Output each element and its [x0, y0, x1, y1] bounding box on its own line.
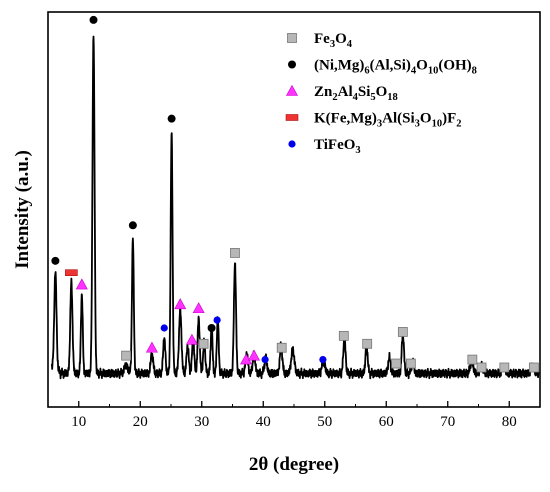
legend-entry-label: K(Fe,Mg)3Al(Si3O10)F2 [314, 111, 462, 130]
phase-marker-triangle [185, 333, 198, 345]
legend-marker-rect [285, 114, 299, 121]
legend-marker-square [287, 33, 297, 43]
legend-entry-label: Fe3O4 [314, 31, 353, 50]
phase-marker-square [198, 338, 209, 349]
phase-marker-square [499, 362, 510, 373]
phase-marker-circle [51, 256, 60, 265]
phase-marker-triangle [75, 278, 88, 290]
x-tick-label: 70 [440, 414, 455, 430]
phase-marker-circle [128, 221, 137, 230]
phase-marker-square [528, 362, 539, 373]
phase-marker-square [362, 338, 373, 349]
x-tick-label: 10 [71, 414, 86, 430]
phase-marker-circle [167, 114, 176, 123]
phase-marker-blue [213, 316, 221, 324]
x-tick-label: 80 [502, 414, 517, 430]
legend-entry-label: (Ni,Mg)6(Al,Si)4O10(OH)8 [314, 58, 477, 77]
legend: Fe3O4 (Ni,Mg)6(Al,Si)4O10(OH)8 Zn2Al4Si5O1… [285, 31, 477, 156]
phase-marker-square [397, 327, 408, 337]
phase-marker-square [338, 330, 349, 341]
phase-marker-circle [207, 324, 216, 332]
phase-marker-circle [89, 15, 98, 24]
x-tick-label: 50 [317, 414, 332, 430]
phase-marker-rect [65, 269, 78, 277]
legend-marker-circle [288, 60, 296, 69]
legend-marker-triangle [285, 84, 299, 96]
phase-marker-square [276, 342, 287, 353]
phase-marker-square [476, 362, 487, 373]
xrd-pattern-line [50, 35, 540, 380]
y-axis-label: Intensity (a.u.) [12, 150, 33, 269]
phase-marker-square [230, 248, 240, 258]
legend-marker-blue [288, 140, 296, 148]
phase-markers [51, 15, 539, 373]
phase-marker-blue [261, 356, 269, 364]
phase-marker-square [405, 358, 416, 369]
phase-marker-triangle [174, 298, 187, 310]
x-tick-label: 30 [194, 414, 209, 430]
x-tick-label: 60 [379, 414, 394, 430]
phase-marker-square [467, 354, 478, 365]
phase-marker-square [121, 350, 132, 361]
phase-marker-blue [160, 324, 168, 332]
legend-entry-label: TiFeO3 [314, 137, 361, 156]
phase-marker-triangle [192, 302, 205, 314]
x-axis-label: 2θ (degree) [249, 454, 339, 475]
phase-marker-triangle [248, 349, 261, 361]
phase-marker-triangle [145, 341, 158, 353]
x-axis-ticks: 10 20 30 40 50 60 70 80 [71, 401, 541, 430]
legend-entry-label: Zn2Al4Si5O18 [314, 84, 398, 103]
phase-marker-blue [319, 356, 327, 364]
x-tick-label: 40 [256, 414, 271, 430]
x-tick-label: 20 [133, 414, 148, 430]
phase-marker-square [391, 358, 401, 369]
